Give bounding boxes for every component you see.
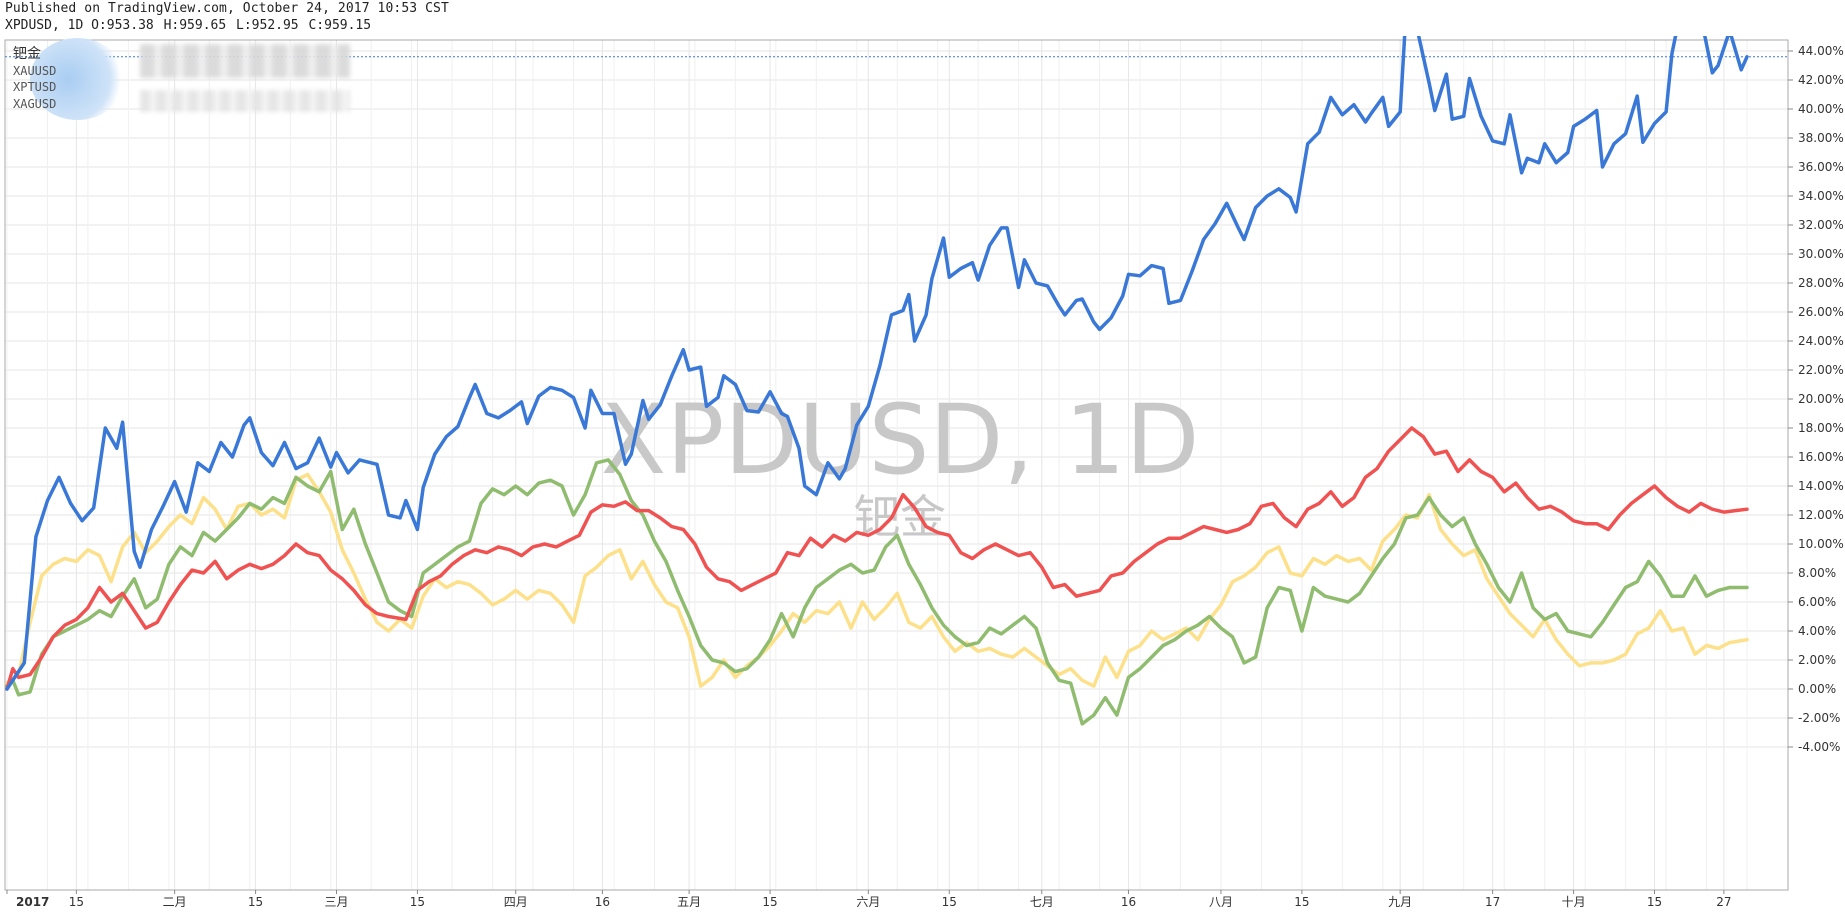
plot-frame <box>4 39 1789 891</box>
x-tick-label: 16 <box>1121 895 1136 909</box>
x-tick-label: 15 <box>942 895 957 909</box>
x-axis: 2017 15 二月 15 三月 15 四月 16 五月 15 六月 15 七月 16 八月 15 九月 17 十月… <box>6 890 1732 909</box>
x-tick-label: 四月 <box>504 895 528 909</box>
watermark-symbol: XPDUSD, 1D <box>601 384 1200 496</box>
y-tick-label: 4.00% <box>1798 624 1836 638</box>
x-tick-label: 16 <box>595 895 610 909</box>
low-label: L: <box>236 18 252 33</box>
x-tick-label: 十月 <box>1562 895 1586 909</box>
ohlc-line: XPDUSD, 1D O:953.38 H:959.65 L:952.95 C:… <box>5 18 373 33</box>
x-tick-label: 七月 <box>1030 895 1054 909</box>
legend-item-xauusd: XAUUSD <box>13 63 57 78</box>
y-tick-label: 12.00% <box>1798 508 1844 522</box>
x-tick-label: 15 <box>1294 895 1309 909</box>
y-tick-label: 16.00% <box>1798 450 1844 464</box>
x-tick-label: 六月 <box>856 895 880 909</box>
x-tick-label: 八月 <box>1209 895 1233 909</box>
y-tick-label: 32.00% <box>1798 218 1844 232</box>
x-tick-label: 15 <box>248 895 263 909</box>
x-tick-label: 15 <box>762 895 777 909</box>
y-tick-label: 34.00% <box>1798 189 1844 203</box>
y-axis: -4.00% -2.00% 0.00% 2.00% 4.00% 6.00% 8.00% 10.… <box>1788 44 1844 754</box>
series-layer <box>5 36 1749 726</box>
open-value: 953.38 <box>106 18 154 33</box>
y-tick-label: 28.00% <box>1798 276 1844 290</box>
y-tick-label: -4.00% <box>1798 740 1840 754</box>
x-tick-label: 五月 <box>677 895 701 909</box>
watermark: XPDUSD, 1D 钯金 <box>601 384 1200 544</box>
y-tick-label: -2.00% <box>1798 711 1840 725</box>
legend: 钯金 XAUUSD XPTUSD XAGUSD <box>13 46 56 112</box>
x-tick-label: 九月 <box>1388 895 1412 909</box>
y-tick-label: 26.00% <box>1798 305 1844 319</box>
blurred-watermark-subtext <box>140 90 350 112</box>
y-tick-label: 22.00% <box>1798 363 1844 377</box>
legend-item-xptusd: XPTUSD <box>13 80 57 94</box>
legend-title: 钯金 <box>13 46 41 62</box>
high-label: H: <box>163 18 180 33</box>
published-line: Published on TradingView.com, October 24… <box>5 1 449 16</box>
x-tick-label: 15 <box>1647 895 1662 909</box>
y-tick-label: 44.00% <box>1798 44 1844 58</box>
x-tick-label: 2017 <box>16 895 49 909</box>
low-value: 952.95 <box>251 18 299 33</box>
blurred-logo <box>30 38 125 120</box>
symbol-label: XPDUSD, 1D <box>5 18 84 33</box>
x-tick-label: 27 <box>1716 895 1731 909</box>
grid <box>5 40 1788 890</box>
close-value: 959.15 <box>324 18 372 33</box>
high-value: 959.65 <box>179 18 227 33</box>
open-label: O: <box>91 18 107 33</box>
x-tick-label: 17 <box>1485 895 1500 909</box>
legend-item-xagusd: XAGUSD <box>13 96 57 111</box>
y-tick-label: 0.00% <box>1798 682 1836 696</box>
series-line-xpdusd <box>5 36 1749 691</box>
y-tick-label: 18.00% <box>1798 421 1844 435</box>
y-tick-label: 20.00% <box>1798 392 1844 406</box>
blurred-watermark-text <box>140 44 350 78</box>
series-line-xauusd <box>5 426 1749 691</box>
x-tick-label: 三月 <box>324 895 348 909</box>
y-tick-label: 36.00% <box>1798 160 1844 174</box>
y-tick-label: 24.00% <box>1798 334 1844 348</box>
y-tick-label: 40.00% <box>1798 102 1844 116</box>
series-line-xptusd <box>5 458 1749 726</box>
y-tick-label: 14.00% <box>1798 479 1844 493</box>
x-tick-label: 15 <box>69 895 84 909</box>
close-label: C: <box>308 18 325 33</box>
y-tick-label: 6.00% <box>1798 595 1836 609</box>
y-tick-label: 2.00% <box>1798 653 1836 667</box>
chart-area[interactable]: XPDUSD, 1D 钯金 -4.00% -2.00% 0.00% 2.00% 4.00… <box>0 36 1845 919</box>
y-tick-label: 42.00% <box>1798 73 1844 87</box>
y-tick-label: 38.00% <box>1798 131 1844 145</box>
y-tick-label: 8.00% <box>1798 566 1836 580</box>
x-tick-label: 二月 <box>163 895 187 909</box>
y-tick-label: 10.00% <box>1798 537 1844 551</box>
x-tick-label: 15 <box>410 895 425 909</box>
y-tick-label: 30.00% <box>1798 247 1844 261</box>
